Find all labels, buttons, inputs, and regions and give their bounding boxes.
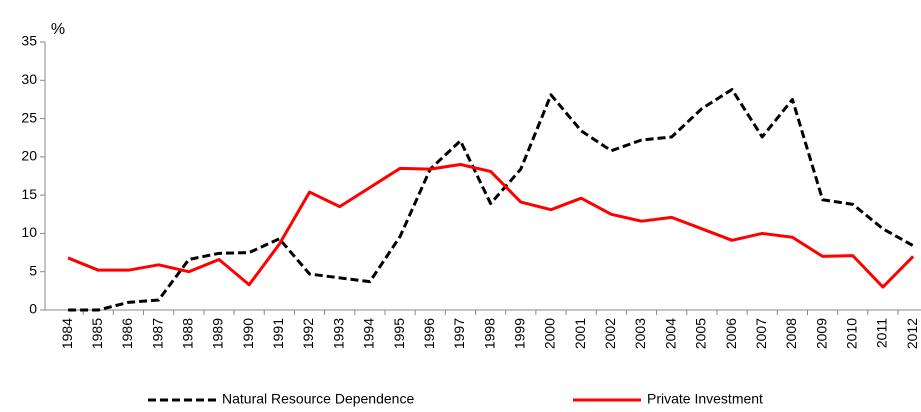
- legend-label: Natural Resource Dependence: [222, 391, 414, 407]
- x-tick-label: 2000: [542, 318, 558, 349]
- series-line: [67, 163, 915, 289]
- y-tick-label: 35: [21, 33, 37, 49]
- legend-label: Private Investment: [647, 391, 763, 407]
- x-tick-label: 2007: [753, 318, 769, 349]
- series-line: [68, 87, 914, 312]
- y-tick-label: 25: [21, 109, 37, 125]
- x-tick-label: 2010: [843, 318, 859, 349]
- x-tick-label: 1992: [300, 318, 316, 349]
- x-tick-label: 1995: [391, 318, 407, 349]
- x-tick-label: 1993: [330, 318, 346, 349]
- y-axis-label: %: [51, 21, 65, 38]
- y-tick-label: 5: [29, 262, 37, 278]
- legend: Natural Resource Dependence Private Inves…: [148, 391, 763, 407]
- x-tick-label: 1997: [451, 318, 467, 349]
- x-tick-label: 2002: [602, 318, 618, 349]
- x-tick-label: 1999: [511, 318, 527, 349]
- x-tick-label: 1984: [59, 318, 75, 349]
- x-tick-label: 1990: [240, 318, 256, 349]
- x-tick-label: 2001: [572, 318, 588, 349]
- x-tick-label: 1989: [210, 318, 226, 349]
- x-tick-label: 1986: [119, 318, 135, 349]
- x-tick-label: 2004: [662, 318, 678, 349]
- x-tick-label: 1988: [180, 318, 196, 349]
- x-tick-label: 2006: [723, 318, 739, 349]
- x-tick-label: 1994: [361, 318, 377, 349]
- x-tick-label: 2005: [693, 318, 709, 349]
- y-tick-label: 10: [21, 224, 37, 240]
- x-tick-label: 1991: [270, 318, 286, 349]
- x-tick-label: 1985: [89, 318, 105, 349]
- x-tick-label: 2012: [904, 318, 920, 349]
- y-tick-label: 30: [21, 71, 37, 87]
- y-tick-label: 20: [21, 148, 37, 164]
- x-tick-label: 2011: [874, 318, 890, 348]
- x-tick-label: 2003: [632, 318, 648, 349]
- y-tick-label: 0: [29, 301, 37, 317]
- x-tick-label: 1996: [421, 318, 437, 349]
- x-tick-label: 2008: [783, 318, 799, 349]
- y-tick-label: 15: [21, 186, 37, 202]
- x-tick-label: 1998: [481, 318, 497, 349]
- x-tick-label: 2009: [813, 318, 829, 349]
- x-tick-label: 1987: [149, 318, 165, 349]
